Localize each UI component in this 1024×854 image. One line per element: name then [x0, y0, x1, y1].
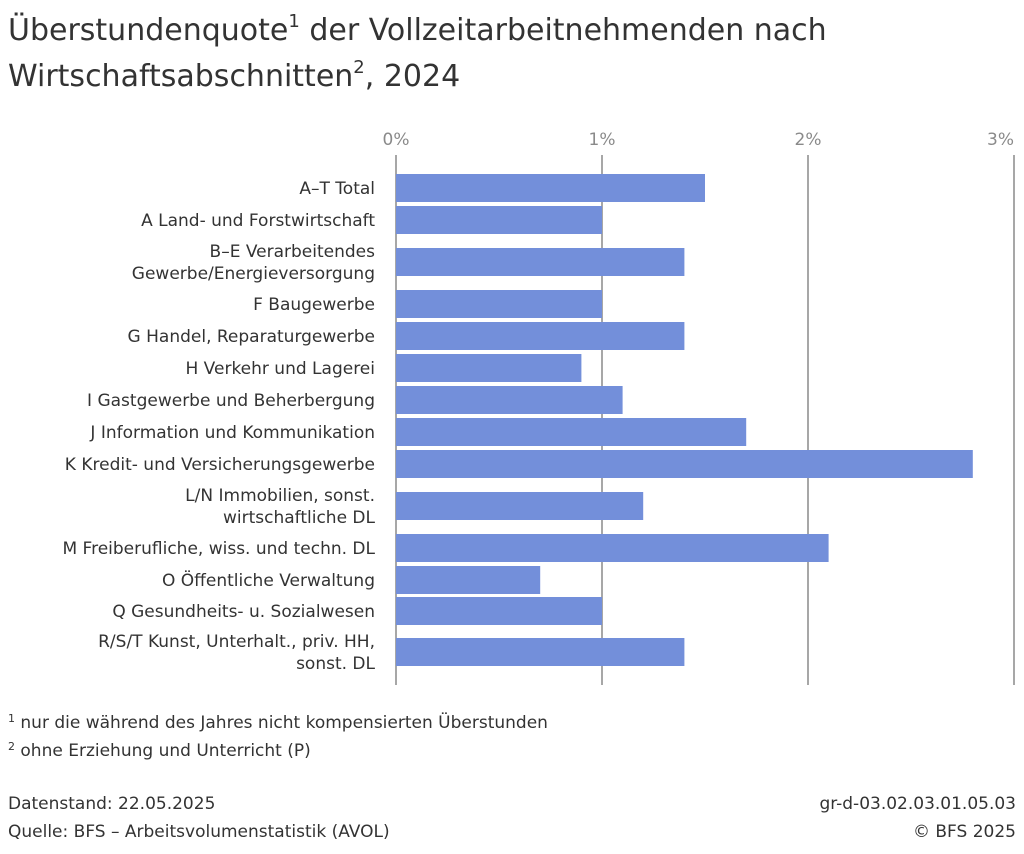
bar — [396, 174, 705, 202]
bar — [396, 638, 685, 666]
footnote-1-mark: 1 — [8, 712, 15, 725]
title-footnote-mark-2: 2 — [353, 57, 365, 78]
category-label: sonst. DL — [296, 654, 375, 674]
category-label: K Kredit- und Versicherungsgewerbe — [65, 455, 375, 475]
footnotes: 1 nur die während des Jahres nicht kompe… — [8, 709, 548, 765]
copyright: © BFS 2025 — [912, 822, 1016, 842]
category-label: G Handel, Reparaturgewerbe — [128, 327, 375, 347]
category-label: Q Gesundheits- u. Sozialwesen — [112, 602, 375, 622]
category-label: wirtschaftliche DL — [223, 508, 376, 528]
category-label: H Verkehr und Lagerei — [186, 359, 376, 379]
bar — [396, 248, 685, 276]
category-label: L/N Immobilien, sonst. — [185, 486, 375, 506]
chart-title: Überstundenquote1 der Vollzeitarbeitnehm… — [8, 8, 1008, 100]
category-label: B–E Verarbeitendes — [210, 242, 376, 262]
bar — [396, 450, 973, 478]
category-label: J Information und Kommunikation — [89, 423, 375, 443]
x-tick-label: 2% — [795, 130, 822, 150]
footnote-1: 1 nur die während des Jahres nicht kompe… — [8, 709, 548, 737]
footnote-2-mark: 2 — [8, 740, 15, 753]
title-footnote-mark-1: 1 — [288, 11, 300, 32]
footnote-1-text: nur die während des Jahres nicht kompens… — [15, 713, 548, 733]
category-label: R/S/T Kunst, Unterhalt., priv. HH, — [98, 632, 375, 652]
source: Quelle: BFS – Arbeitsvolumenstatistik (A… — [8, 822, 390, 842]
category-label: F Baugewerbe — [253, 295, 375, 315]
title-line2: Wirtschaftsabschnitten — [8, 59, 354, 94]
bar — [396, 206, 602, 234]
category-label: O Öffentliche Verwaltung — [162, 569, 375, 591]
title-line1: Überstundenquote — [8, 13, 289, 48]
bar — [396, 290, 602, 318]
footnote-2: 2 ohne Erziehung und Unterricht (P) — [8, 737, 548, 765]
bar — [396, 386, 623, 414]
category-label: A Land- und Forstwirtschaft — [141, 211, 375, 231]
bar-chart: 0% 1% 2% 3% A–T Total A Land- und Forstwirtsc… — [62, 130, 1015, 685]
footnote-2-text: ohne Erziehung und Unterricht (P) — [15, 741, 311, 761]
category-label: Gewerbe/Energieversorgung — [132, 264, 375, 284]
bar — [396, 354, 582, 382]
chart-id-info: gr-d-03.02.03.01.05.03 © BFS 2025 — [819, 790, 1016, 846]
x-tick-label: 1% — [589, 130, 616, 150]
title-line2-rest: , 2024 — [364, 59, 461, 94]
bar — [396, 492, 644, 520]
bar — [396, 534, 829, 562]
source-info: Datenstand: 22.05.2025 Quelle: BFS – Arb… — [8, 790, 390, 846]
bar — [396, 322, 685, 350]
category-label: M Freiberufliche, wiss. und techn. DL — [62, 539, 375, 559]
data-status: Datenstand: 22.05.2025 — [8, 794, 216, 814]
x-tick-label: 3% — [987, 130, 1014, 150]
category-label: I Gastgewerbe und Beherbergung — [87, 391, 375, 411]
bar — [396, 597, 602, 625]
bar — [396, 566, 541, 594]
x-tick-label: 0% — [383, 130, 410, 150]
title-line1-rest: der Vollzeitarbeitnehmenden nach — [299, 13, 827, 48]
bar — [396, 418, 747, 446]
chart-id: gr-d-03.02.03.01.05.03 — [819, 794, 1016, 814]
category-label: A–T Total — [299, 179, 375, 199]
